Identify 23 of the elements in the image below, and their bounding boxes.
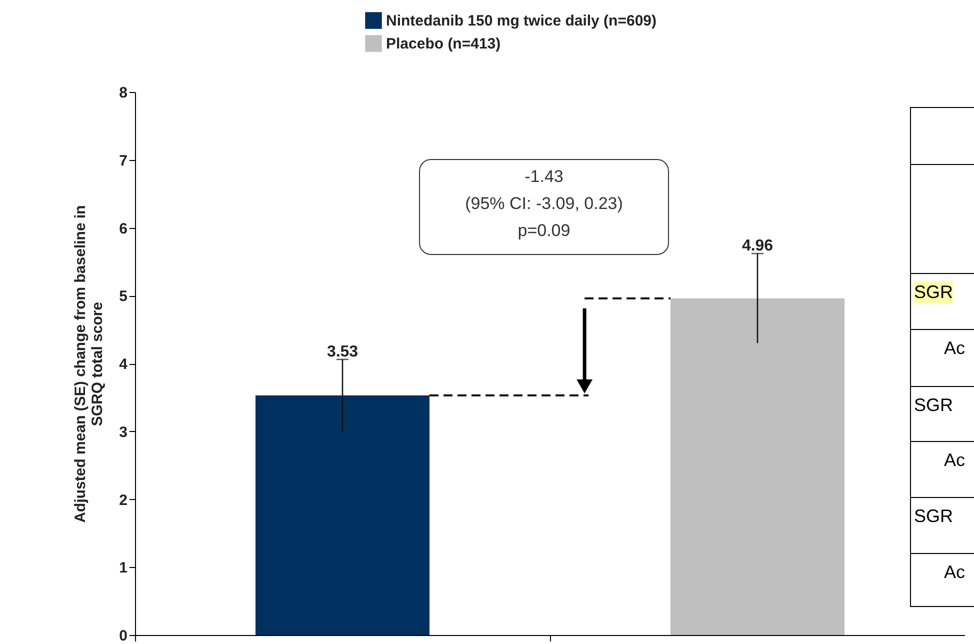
annotation: (95% CI: -3.09, 0.23) bbox=[464, 193, 624, 215]
legend-label: Placebo (n=413) bbox=[386, 36, 501, 52]
annotation: SGR bbox=[914, 505, 954, 527]
y-tick-label: 7 bbox=[119, 152, 128, 170]
data-label: 4.96 bbox=[742, 238, 774, 255]
annotation: -1.43 bbox=[524, 166, 564, 188]
annotation: Ac bbox=[944, 337, 966, 359]
annotation: SGR bbox=[914, 394, 954, 416]
annotation: SGR bbox=[914, 281, 954, 303]
y-tick-label: 4 bbox=[119, 356, 128, 373]
data-label: 3.53 bbox=[326, 343, 358, 360]
y-tick-label: 3 bbox=[119, 424, 128, 441]
y-tick-label: 0 bbox=[119, 628, 128, 644]
y-tick-label: 8 bbox=[119, 84, 128, 102]
y-tick-label: 2 bbox=[119, 492, 128, 509]
annotation: Ac bbox=[944, 561, 966, 583]
y-tick-label: 5 bbox=[119, 288, 128, 306]
annotation: Ac bbox=[944, 449, 966, 471]
annotation: p=0.09 bbox=[516, 220, 572, 242]
y-tick-label: 6 bbox=[119, 220, 128, 238]
y-tick-label: 1 bbox=[119, 560, 128, 577]
legend-label: Nintedanib 150 mg twice daily (n=609) bbox=[386, 12, 657, 30]
y-axis-title: Adjusted mean (SE) change from baseline in SGRQ total score bbox=[72, 205, 106, 523]
